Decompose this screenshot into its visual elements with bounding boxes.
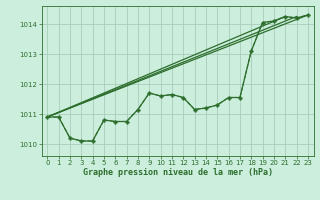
X-axis label: Graphe pression niveau de la mer (hPa): Graphe pression niveau de la mer (hPa) xyxy=(83,168,273,177)
